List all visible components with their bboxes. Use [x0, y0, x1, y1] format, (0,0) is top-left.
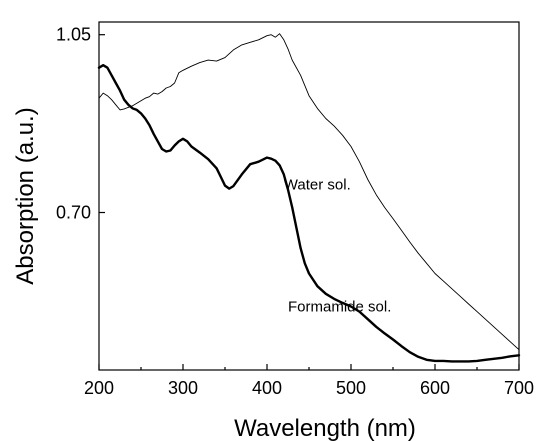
series-water-line: [98, 33, 520, 351]
series-layer: [97, 33, 521, 363]
x-tick-label: 600: [420, 378, 450, 398]
y-axis: 1.05 0.70: [56, 25, 105, 223]
series-formamide-line: [97, 64, 521, 363]
y-tick-label: 1.05: [56, 25, 91, 45]
annotation-label: Water sol.: [284, 177, 351, 194]
plot-frame: [98, 21, 520, 371]
x-axis-title: Wavelength (nm): [234, 415, 416, 441]
x-tick-label: 500: [336, 378, 366, 398]
x-tick-label: 400: [252, 378, 282, 398]
x-tick-label: 700: [504, 378, 534, 398]
annotation-layer: Water sol. Formamide sol.: [284, 177, 392, 316]
x-tick-label: 300: [168, 378, 198, 398]
x-tick-label: 200: [84, 378, 114, 398]
x-axis: 200 300 400 500 600 700: [84, 364, 534, 398]
annotation-label: Formamide sol.: [288, 299, 391, 316]
y-axis-title: Absorption (a.u.): [12, 107, 39, 284]
y-tick-label: 0.70: [56, 203, 91, 223]
